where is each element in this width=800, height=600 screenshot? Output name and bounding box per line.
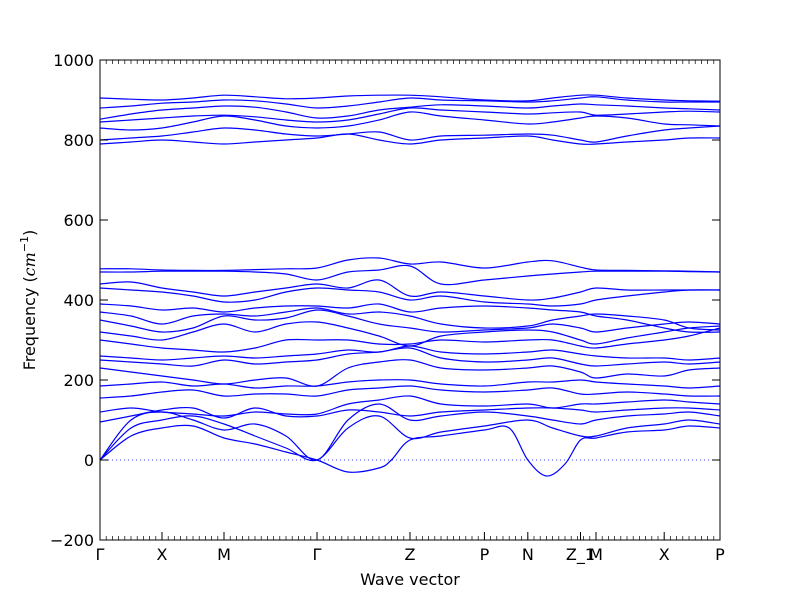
phonon-band-4 xyxy=(99,406,721,423)
y-tick-label: −200 xyxy=(50,531,94,550)
phonon-band-21 xyxy=(99,125,721,143)
phonon-band-12 xyxy=(99,321,721,347)
phonon-band-22 xyxy=(99,111,721,131)
x-tick-label: P xyxy=(480,545,490,564)
y-axis-label: Frequency (cm−1) xyxy=(18,230,39,371)
x-tick-label: M xyxy=(217,545,231,564)
y-axis: −200 0 200 400 600 800 1000 xyxy=(50,51,720,550)
phonon-band-2 xyxy=(99,415,721,462)
x-tick-label: M xyxy=(589,545,603,564)
x-tick-label: P xyxy=(715,545,725,564)
x-tick-label: N xyxy=(522,545,534,564)
bands-group xyxy=(99,94,721,477)
phonon-band-7 xyxy=(99,379,721,389)
phonon-band-1 xyxy=(99,424,721,477)
phonon-band-18 xyxy=(99,264,721,286)
x-axis-label: Wave vector xyxy=(360,570,460,589)
phonon-band-19 xyxy=(99,257,721,273)
phonon-band-23 xyxy=(99,107,721,123)
x-tick-label: Γ xyxy=(313,545,322,564)
x-tick-label: Γ xyxy=(96,545,105,564)
phonon-band-25 xyxy=(99,96,720,109)
phonon-band-17 xyxy=(99,279,720,301)
x-tick-label: Z_1 xyxy=(566,545,595,565)
y-tick-label: 1000 xyxy=(53,51,94,70)
x-tick-label: X xyxy=(659,545,670,564)
phonon-band-26 xyxy=(99,94,721,102)
phonon-band-16 xyxy=(99,287,721,307)
y-axis-label-unit: cm xyxy=(20,252,39,276)
y-axis-label-text: Frequency ( xyxy=(20,276,39,370)
phonon-band-13 xyxy=(99,309,721,333)
phonon-band-9 xyxy=(99,347,721,367)
phonon-band-14 xyxy=(99,307,721,331)
y-axis-label-close: ) xyxy=(20,230,39,236)
phonon-band-24 xyxy=(99,103,721,120)
y-tick-label: 600 xyxy=(63,211,94,230)
y-tick-label: 0 xyxy=(84,451,94,470)
y-axis-label-exponent: −1 xyxy=(18,236,31,252)
phonon-band-20 xyxy=(99,133,721,145)
phonon-band-3 xyxy=(99,403,721,461)
phonon-band-15 xyxy=(99,303,721,333)
phonon-band-5 xyxy=(99,395,721,417)
phonon-band-8 xyxy=(99,359,721,387)
y-tick-label: 800 xyxy=(63,131,94,150)
x-tick-label: X xyxy=(157,545,168,564)
phonon-band-6 xyxy=(99,385,721,399)
y-tick-label: 400 xyxy=(63,291,94,310)
x-tick-label: Z xyxy=(405,545,416,564)
phonon-band-11 xyxy=(99,327,721,353)
x-axis: Γ X M Γ Z P N Z_1M X P xyxy=(96,60,725,565)
y-tick-label: 200 xyxy=(63,371,94,390)
